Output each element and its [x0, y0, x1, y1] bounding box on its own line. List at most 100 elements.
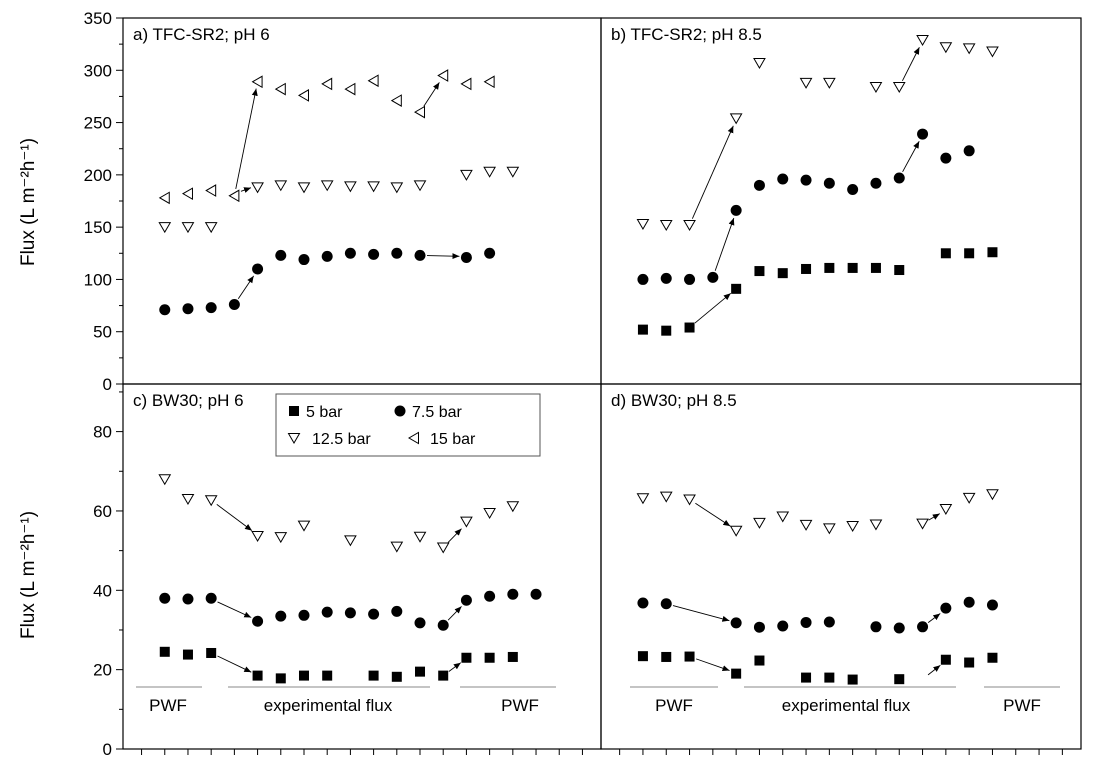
region-label-experimental: experimental flux: [264, 696, 393, 715]
y-tick-label: 0: [103, 740, 112, 759]
panel-frame: [600, 383, 1082, 750]
region-label-pwf-left: PWF: [655, 696, 693, 715]
data-point: [344, 535, 357, 547]
data-point: [754, 266, 765, 277]
data-point: [182, 303, 194, 315]
series-7-5-bar: [159, 588, 542, 631]
data-point: [252, 670, 263, 681]
data-point: [274, 180, 288, 192]
data-point: [683, 220, 696, 232]
data-point: [894, 674, 905, 685]
data-point: [251, 75, 263, 89]
panel-title: a) TFC-SR2; pH 6: [133, 25, 270, 44]
data-point: [483, 166, 496, 178]
data-point: [297, 520, 311, 532]
data-point: [297, 182, 311, 194]
data-point: [660, 272, 672, 284]
arrow: [426, 253, 460, 260]
data-point: [205, 302, 217, 314]
data-point: [659, 220, 673, 232]
data-point: [847, 183, 859, 195]
panel-frame: [122, 17, 602, 385]
data-point: [437, 619, 449, 631]
series-7-5-bar: [637, 596, 998, 634]
arrow: [423, 82, 440, 107]
data-point: [507, 588, 519, 600]
data-point: [320, 180, 334, 192]
data-point: [390, 94, 402, 107]
data-point: [986, 489, 999, 501]
data-point: [870, 177, 882, 189]
data-point: [753, 57, 766, 69]
data-point: [800, 616, 812, 628]
legend-marker: [289, 406, 299, 416]
data-point: [275, 249, 287, 261]
arrow: [240, 187, 252, 193]
data-point: [777, 173, 789, 185]
arrow: [902, 141, 920, 173]
legend-marker: [394, 405, 406, 417]
legend-label: 15 bar: [430, 431, 476, 448]
data-point: [181, 222, 195, 234]
y-tick-label: 0: [103, 375, 112, 394]
data-point: [986, 46, 999, 58]
data-point: [182, 593, 194, 605]
data-point: [892, 82, 906, 94]
data-point: [460, 77, 472, 91]
data-point: [987, 652, 998, 663]
y-tick-label: 250: [84, 114, 112, 133]
data-point: [298, 609, 310, 621]
data-point: [683, 494, 696, 506]
data-point: [824, 672, 835, 683]
data-point: [368, 608, 380, 620]
data-point: [275, 673, 286, 684]
region-label-experimental: experimental flux: [782, 696, 911, 715]
arrow: [714, 217, 735, 271]
data-point: [801, 672, 812, 683]
data-point: [754, 655, 765, 666]
data-point: [987, 247, 998, 258]
data-point: [661, 651, 672, 662]
arrow: [902, 47, 920, 81]
data-point: [661, 325, 672, 336]
series-12-5-bar: [636, 34, 999, 232]
data-point: [205, 184, 217, 197]
panel-a: 0 50 100 150 200 250 300 350 a) TFC-SR2; pH 6: [84, 9, 602, 394]
data-point: [391, 247, 403, 259]
data-point: [204, 222, 218, 234]
data-point: [684, 322, 695, 333]
panel-title: b) TFC-SR2; pH 8.5: [611, 25, 762, 44]
legend: 5 bar 7.5 bar 12.5 bar 15 bar: [275, 393, 541, 457]
arrow: [447, 528, 462, 543]
arrow: [216, 504, 253, 531]
data-point: [707, 271, 719, 283]
data-point: [962, 43, 976, 55]
data-point: [205, 592, 217, 604]
data-point: [251, 182, 264, 194]
data-point: [483, 75, 495, 89]
data-point: [159, 592, 171, 604]
data-point: [963, 145, 975, 157]
arrow: [447, 606, 462, 621]
data-point: [824, 262, 835, 273]
data-point: [321, 77, 333, 91]
y-tick-label: 50: [93, 323, 112, 342]
data-point: [181, 494, 195, 506]
data-point: [506, 501, 520, 513]
legend-box: [275, 393, 541, 457]
data-point: [822, 523, 836, 535]
data-point: [460, 516, 473, 528]
data-point: [729, 525, 743, 537]
data-point: [799, 519, 813, 531]
data-point: [158, 222, 172, 234]
data-point: [962, 492, 976, 504]
data-point: [274, 532, 288, 544]
data-point: [776, 511, 790, 523]
data-point: [438, 670, 449, 681]
data-point: [939, 503, 953, 515]
data-point: [298, 254, 310, 266]
region-label-pwf-left: PWF: [149, 696, 187, 715]
data-point: [729, 113, 743, 125]
data-point: [893, 622, 905, 634]
